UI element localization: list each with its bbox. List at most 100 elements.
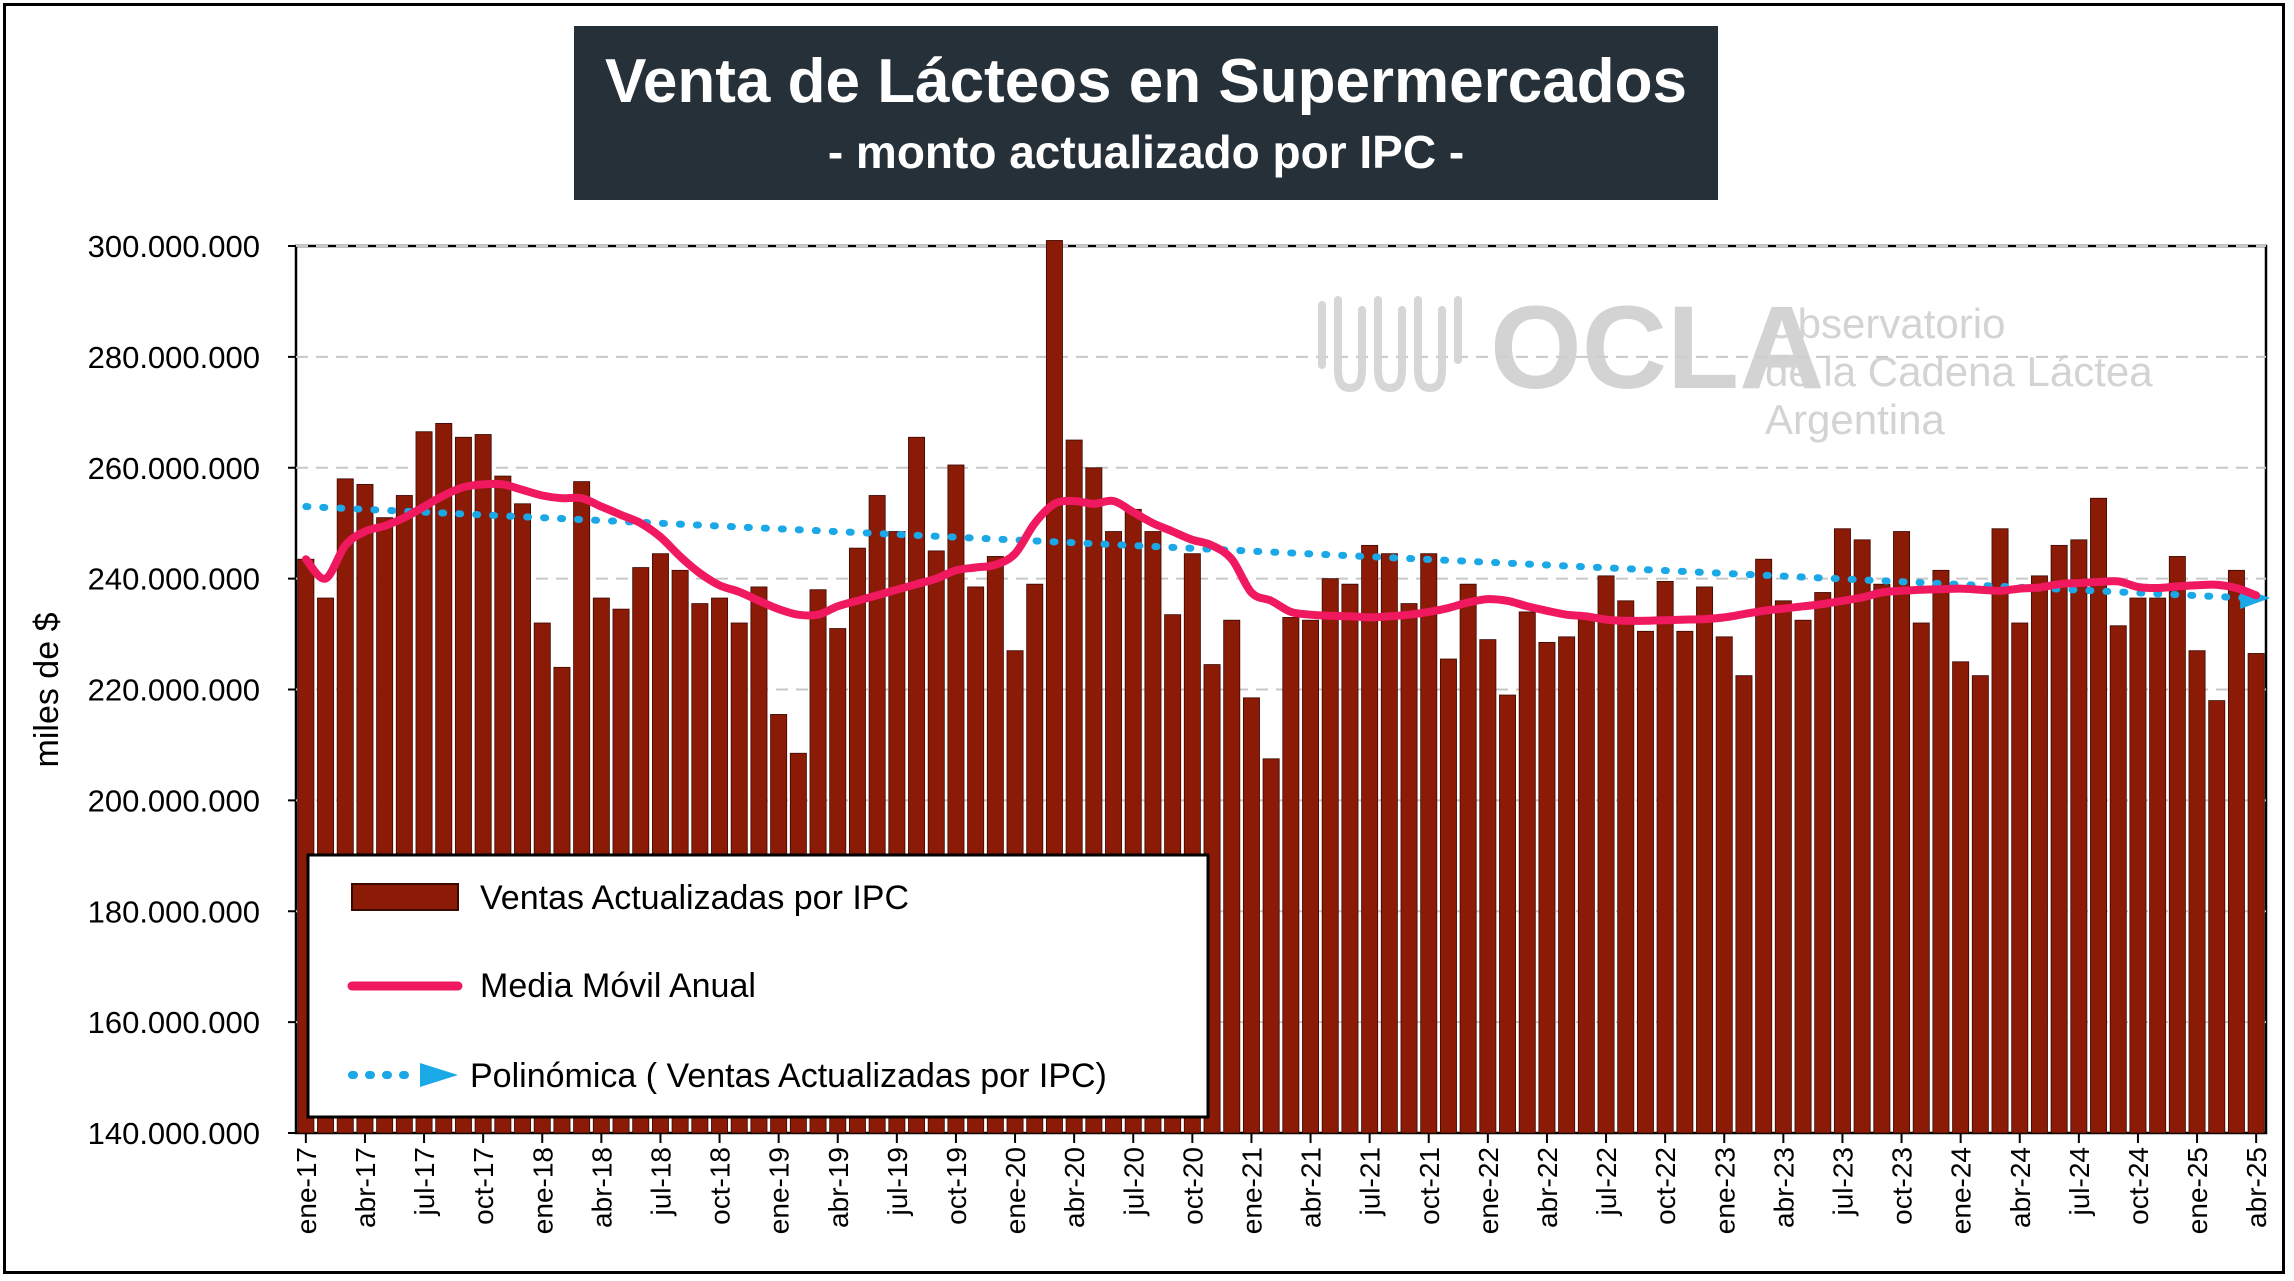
y-tick-label: 260.000.000 bbox=[88, 451, 260, 486]
bar bbox=[1912, 622, 1930, 1134]
bar bbox=[1893, 531, 1911, 1134]
bar bbox=[1794, 619, 1812, 1134]
x-tick-label: oct-19 bbox=[941, 1147, 972, 1225]
bar bbox=[1420, 553, 1438, 1134]
x-tick-label: oct-23 bbox=[1887, 1147, 1918, 1225]
bar bbox=[1400, 603, 1418, 1134]
y-tick-label: 160.000.000 bbox=[88, 1005, 260, 1040]
bar bbox=[1952, 661, 1970, 1134]
x-tick-label: abr-25 bbox=[2241, 1147, 2272, 1228]
bar bbox=[1735, 675, 1753, 1134]
x-tick-label: jul-20 bbox=[1118, 1147, 1149, 1216]
x-tick-label: abr-22 bbox=[1532, 1147, 1563, 1228]
x-tick-label: jul-22 bbox=[1591, 1147, 1622, 1216]
x-tick-label: abr-19 bbox=[823, 1147, 854, 1228]
watermark-line-1: Observatorio bbox=[1765, 300, 2005, 347]
x-tick-label: ene-19 bbox=[764, 1147, 795, 1234]
y-axis-ticks: 140.000.000 160.000.000 180.000.000 200.000… bbox=[88, 229, 296, 1151]
bar bbox=[1814, 592, 1832, 1134]
y-tick-label: 140.000.000 bbox=[88, 1116, 260, 1151]
bar bbox=[2188, 650, 2206, 1134]
x-tick-label: ene-17 bbox=[291, 1147, 322, 1234]
y-tick-label: 280.000.000 bbox=[88, 340, 260, 375]
x-tick-label: abr-17 bbox=[350, 1147, 381, 1228]
x-tick-label: abr-20 bbox=[1059, 1147, 1090, 1228]
y-tick-label: 300.000.000 bbox=[88, 229, 260, 264]
bar bbox=[2149, 597, 2167, 1134]
bar bbox=[2208, 700, 2226, 1134]
legend-label-trend: Polinómica ( Ventas Actualizadas por IPC… bbox=[470, 1057, 1107, 1095]
bar bbox=[1715, 636, 1733, 1134]
bar bbox=[1774, 600, 1792, 1134]
y-tick-label: 220.000.000 bbox=[88, 673, 260, 708]
title-box: Venta de Lácteos en Supermercados - mont… bbox=[574, 26, 1718, 200]
bar bbox=[1696, 586, 1714, 1134]
bar bbox=[1242, 697, 1260, 1134]
bar bbox=[2168, 556, 2186, 1134]
x-tick-label: oct-20 bbox=[1177, 1147, 1208, 1225]
bar bbox=[2109, 625, 2127, 1134]
bar bbox=[1755, 558, 1773, 1134]
legend-label-bars: Ventas Actualizadas por IPC bbox=[480, 879, 909, 917]
bar bbox=[2090, 497, 2108, 1134]
bar bbox=[1932, 569, 1950, 1134]
y-tick-label: 180.000.000 bbox=[88, 894, 260, 929]
legend-label-moving-average: Media Móvil Anual bbox=[480, 967, 756, 1005]
bar bbox=[1617, 600, 1635, 1134]
x-tick-label: oct-21 bbox=[1414, 1147, 1445, 1225]
x-tick-label: abr-18 bbox=[586, 1147, 617, 1228]
ocla-logo-icon bbox=[1318, 296, 1462, 393]
bar bbox=[1833, 528, 1851, 1134]
bar bbox=[2247, 653, 2265, 1134]
bar bbox=[2129, 597, 2147, 1134]
bar bbox=[1518, 611, 1536, 1134]
x-tick-label: ene-20 bbox=[1000, 1147, 1031, 1234]
bar bbox=[1971, 675, 1989, 1134]
bar bbox=[2030, 575, 2048, 1134]
x-tick-label: ene-25 bbox=[2182, 1147, 2213, 1234]
bar bbox=[1479, 639, 1497, 1134]
legend-bar-swatch bbox=[351, 883, 459, 911]
chart-subtitle: - monto actualizado por IPC - bbox=[827, 126, 1465, 178]
watermark-line-2: de la Cadena Láctea bbox=[1765, 348, 2153, 395]
x-tick-label: jul-21 bbox=[1355, 1147, 1386, 1216]
x-tick-label: oct-24 bbox=[2123, 1147, 2154, 1225]
ocla-watermark: OCLA Observatorio de la Cadena Láctea Ar… bbox=[1318, 282, 2153, 443]
x-tick-label: jul-19 bbox=[882, 1147, 913, 1216]
bar bbox=[1558, 636, 1576, 1134]
bar bbox=[1302, 619, 1320, 1134]
bar bbox=[1459, 583, 1477, 1134]
x-tick-label: oct-18 bbox=[705, 1147, 736, 1225]
x-tick-label: jul-17 bbox=[409, 1147, 440, 1216]
x-tick-label: ene-21 bbox=[1236, 1147, 1267, 1234]
ocla-logo-text: OCLA bbox=[1490, 282, 1824, 414]
watermark-line-3: Argentina bbox=[1765, 396, 1945, 443]
bar bbox=[2070, 539, 2088, 1134]
bar bbox=[1499, 694, 1517, 1134]
bar bbox=[1380, 553, 1398, 1134]
y-tick-label: 240.000.000 bbox=[88, 562, 260, 597]
moving-average-line bbox=[301, 479, 2261, 625]
bar bbox=[1439, 658, 1457, 1134]
bar bbox=[1636, 630, 1654, 1134]
bar bbox=[1676, 630, 1694, 1134]
x-tick-label: jul-24 bbox=[2064, 1147, 2095, 1216]
bar bbox=[1282, 617, 1300, 1134]
bar bbox=[2227, 569, 2245, 1134]
bar bbox=[1577, 617, 1595, 1134]
chart-title: Venta de Lácteos en Supermercados bbox=[605, 47, 1687, 116]
legend-trend-arrow-icon bbox=[420, 1063, 458, 1087]
bar bbox=[1597, 575, 1615, 1134]
x-axis-ticks: ene-17 abr-17 jul-17 oct-17 ene-18 abr-18 jul-… bbox=[291, 1133, 2272, 1234]
bar bbox=[1321, 578, 1339, 1134]
bar bbox=[1341, 583, 1359, 1134]
bar bbox=[1656, 581, 1674, 1134]
x-tick-label: oct-22 bbox=[1650, 1147, 1681, 1225]
bar bbox=[2050, 544, 2068, 1134]
legend: Ventas Actualizadas por IPC Media Móvil … bbox=[306, 853, 1210, 1119]
bar bbox=[1223, 619, 1241, 1134]
bar bbox=[1991, 528, 2009, 1134]
x-tick-label: oct-17 bbox=[468, 1147, 499, 1225]
y-tick-label: 200.000.000 bbox=[88, 783, 260, 818]
